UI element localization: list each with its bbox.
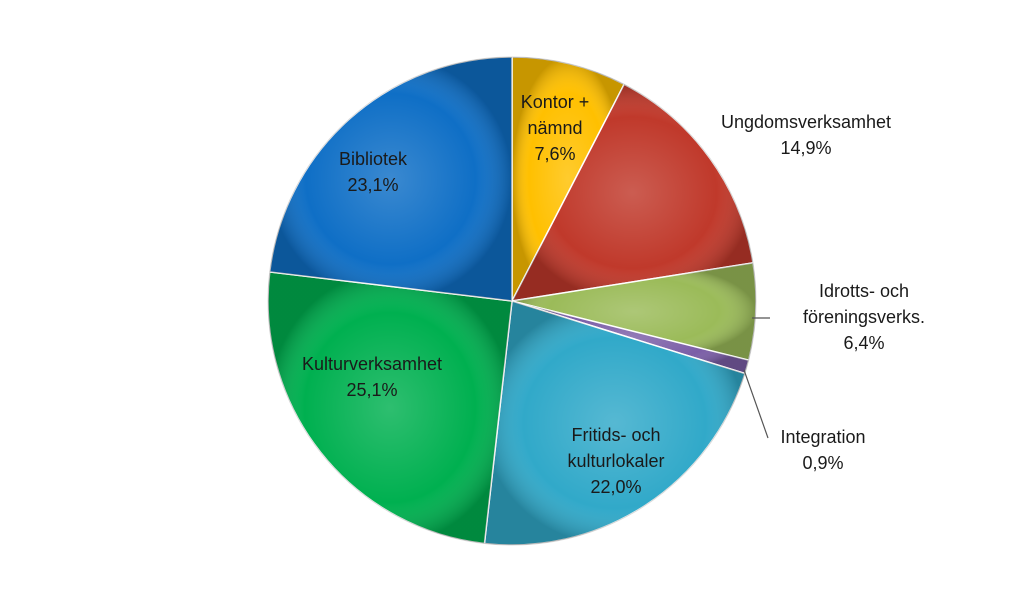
data-label-percent: 6,4% — [843, 333, 884, 353]
leader-lines-layer — [743, 317, 770, 439]
leader-line — [743, 369, 769, 439]
data-label: Integration 0,9% — [780, 427, 865, 473]
data-label-category: Bibliotek — [339, 149, 408, 169]
data-label-percent: 14,9% — [780, 138, 831, 158]
data-label-category: föreningsverks. — [803, 307, 925, 327]
data-label-category: Kulturverksamhet — [302, 354, 442, 374]
data-label-percent: 0,9% — [802, 453, 843, 473]
pie-outline — [267, 56, 757, 546]
data-label: Bibliotek 23,1% — [339, 149, 408, 195]
slices-layer — [267, 56, 757, 546]
data-label-category: Kontor + — [521, 92, 590, 112]
data-label: Idrotts- och föreningsverks. 6,4% — [803, 281, 925, 353]
data-label-category: Fritids- och — [571, 425, 660, 445]
data-label-category: Ungdomsverksamhet — [721, 112, 891, 132]
data-labels-layer: Kontor + nämnd 7,6% Ungdomsverksamhet 14,9% I… — [302, 92, 925, 497]
data-label-percent: 7,6% — [534, 144, 575, 164]
data-label: Ungdomsverksamhet 14,9% — [721, 112, 891, 158]
data-label-category: kulturlokaler — [567, 451, 664, 471]
data-label-category: nämnd — [527, 118, 582, 138]
data-label-percent: 22,0% — [590, 477, 641, 497]
data-label: Kontor + nämnd 7,6% — [521, 92, 590, 164]
data-label-category: Idrotts- och — [819, 281, 909, 301]
data-label: Kulturverksamhet 25,1% — [302, 354, 442, 400]
data-label: Fritids- och kulturlokaler 22,0% — [567, 425, 664, 497]
data-label-category: Integration — [780, 427, 865, 447]
data-label-percent: 23,1% — [347, 175, 398, 195]
data-label-percent: 25,1% — [346, 380, 397, 400]
pie-slice — [267, 271, 513, 545]
